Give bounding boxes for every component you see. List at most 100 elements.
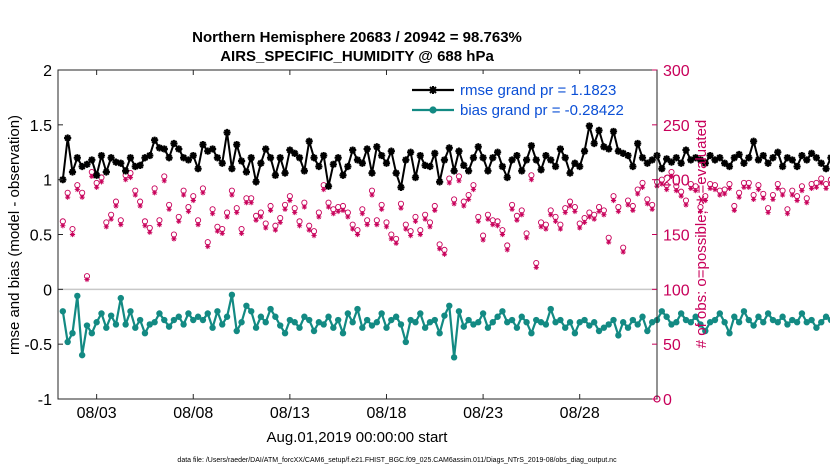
obs-evaluated-point — [606, 239, 612, 245]
obs-evaluated-point — [292, 209, 298, 216]
obs-evaluated-point — [321, 186, 327, 193]
bias-point — [789, 316, 796, 324]
rmse-point — [208, 145, 217, 153]
bias-point — [706, 319, 714, 326]
rmse-point — [431, 149, 439, 157]
rmse-point — [122, 167, 130, 175]
obs-evaluated-point — [205, 243, 211, 250]
bias-point — [547, 305, 554, 313]
rmse-point — [184, 156, 193, 164]
obs-evaluated-point — [635, 191, 641, 197]
rmse-point — [146, 151, 154, 160]
bias-point — [431, 316, 438, 324]
bias-point — [180, 321, 187, 328]
bias-point — [151, 319, 158, 326]
bias-point — [769, 316, 777, 324]
rmse-point — [266, 154, 275, 162]
bias-point — [267, 305, 274, 313]
bias-point — [586, 322, 593, 329]
obs-evaluated-point — [591, 216, 597, 222]
bias-point — [484, 324, 492, 331]
rmse-point — [817, 159, 825, 167]
rmse-point — [643, 159, 651, 167]
bias-point — [702, 327, 709, 335]
obs-evaluated-point — [688, 185, 694, 192]
rmse-point — [561, 154, 569, 162]
obs-evaluated-point — [388, 236, 394, 242]
bias-point — [122, 321, 129, 328]
bias-point — [591, 319, 598, 326]
obs-evaluated-point — [316, 214, 322, 220]
obs-evaluated-point — [427, 224, 433, 230]
obs-evaluated-point — [538, 224, 544, 230]
obs-evaluated-point — [137, 203, 143, 209]
bias-point — [634, 321, 641, 328]
rmse-point — [426, 162, 434, 171]
obs-evaluated-point — [98, 179, 105, 185]
bias-point — [455, 308, 463, 315]
obs-evaluated-point — [804, 200, 810, 206]
rmse-point — [392, 169, 400, 177]
rmse-point — [600, 143, 608, 151]
bias-point — [562, 324, 569, 331]
obs-evaluated-point — [770, 196, 776, 203]
rmse-point — [609, 127, 618, 136]
bias-point — [460, 323, 467, 330]
bias-point — [397, 321, 405, 328]
obs-evaluated-point — [697, 208, 704, 215]
obs-evaluated-point — [267, 207, 274, 213]
rmse-point — [107, 154, 115, 162]
bias-point — [619, 319, 627, 326]
bias-point — [552, 319, 559, 326]
rmse-point — [324, 182, 333, 190]
obs-evaluated-point — [383, 224, 390, 230]
obs-evaluated-point — [610, 197, 617, 204]
obs-evaluated-point — [461, 203, 467, 209]
rmse-point — [411, 173, 420, 182]
obs-evaluated-point — [509, 206, 515, 212]
y-axis-label-right: # of obs: o=possible; ∗=evaluated — [693, 120, 710, 349]
rmse-point — [769, 154, 777, 162]
bias-point — [402, 338, 410, 346]
rmse-point — [522, 156, 531, 164]
obs-evaluated-point — [171, 236, 177, 242]
bias-point — [64, 338, 71, 346]
bias-point — [185, 310, 192, 317]
bias-point — [127, 308, 134, 315]
bias-point — [716, 310, 723, 317]
bias-point — [793, 319, 801, 326]
rmse-point — [537, 166, 545, 174]
rmse-point — [136, 161, 144, 170]
rmse-point — [605, 145, 613, 153]
obs-evaluated-point — [147, 229, 153, 235]
rmse-point — [518, 167, 526, 175]
obs-evaluated-point — [760, 195, 766, 201]
bias-point — [344, 310, 352, 317]
obs-evaluated-point — [668, 173, 675, 179]
bias-point — [194, 313, 202, 320]
bias-point — [368, 322, 376, 329]
bias-point — [721, 319, 728, 326]
y-right-tick-label: 250 — [663, 118, 690, 135]
obs-evaluated-point — [229, 192, 235, 198]
obs-evaluated-point — [620, 249, 626, 255]
bias-point — [305, 316, 313, 324]
obs-evaluated-point — [615, 208, 621, 215]
bias-point — [648, 319, 656, 326]
rmse-point — [547, 156, 555, 164]
rmse-point — [305, 137, 313, 145]
bias-point — [136, 316, 144, 324]
rmse-point — [493, 148, 502, 156]
obs-evaluated-point — [765, 209, 771, 216]
chart-title-line2: AIRS_SPECIFIC_HUMIDITY @ 688 hPa — [220, 48, 494, 65]
obs-evaluated-point — [596, 208, 602, 215]
rmse-point — [368, 169, 376, 177]
bias-point — [513, 324, 521, 331]
obs-evaluated-point — [649, 206, 655, 212]
bias-point — [731, 313, 738, 320]
obs-evaluated-point — [712, 186, 718, 193]
obs-evaluated-point — [683, 202, 689, 208]
obs-evaluated-point — [808, 185, 815, 192]
obs-evaluated-point — [567, 203, 573, 209]
bias-point — [248, 308, 255, 315]
